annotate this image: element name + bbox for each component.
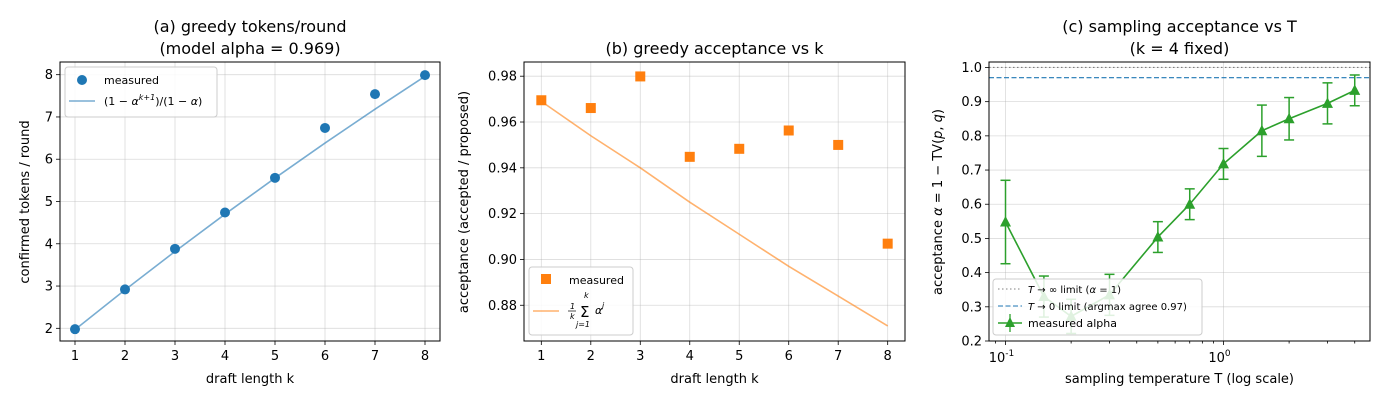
panel-a-greedy-tokens: 1 2 3 4 5 6 7 8 2 3 4 5 6 7 8 draft length k (a) greedy … — [18, 17, 441, 387]
data-point — [635, 71, 646, 82]
legend-marker — [77, 75, 87, 85]
x-axis-label: draft length k — [206, 372, 295, 387]
legend-math-part: k — [584, 291, 589, 300]
y-tick-label: 0.3 — [961, 300, 982, 315]
data-point — [170, 243, 180, 254]
x-tick-label: 3 — [171, 349, 179, 364]
x-tick-label: 4 — [686, 349, 694, 364]
legend-label: measured — [104, 74, 159, 87]
data-point — [370, 89, 380, 100]
y-tick-label: 6 — [45, 153, 53, 168]
y-tick-label: 5 — [45, 195, 53, 210]
legend-label: T → 0 limit (argmax agree 0.97) — [1028, 302, 1187, 313]
x-tick-label: 1 — [537, 349, 545, 364]
legend-box — [528, 266, 634, 336]
y-tick-label: 1.0 — [961, 61, 982, 76]
y-tick-label: 0.90 — [488, 253, 517, 268]
legend-label: measured alpha — [1028, 317, 1117, 330]
y-tick-label: 0.88 — [488, 299, 517, 314]
chart-title: (a) greedy tokens/round — [153, 17, 346, 36]
data-point — [882, 238, 893, 249]
y-tick-label: 2 — [45, 322, 53, 337]
legend-box — [992, 278, 1203, 336]
x-tick-label: 3 — [636, 349, 644, 364]
legend-label: T → ∞ limit (α = 1) — [1028, 285, 1121, 296]
x-tick-label: 8 — [884, 349, 892, 364]
data-point — [585, 103, 596, 114]
data-point — [734, 143, 745, 154]
data-point — [1283, 112, 1295, 124]
legend-label: measured — [569, 274, 624, 287]
x-tick-label: 2 — [587, 349, 595, 364]
x-tick-label: 7 — [834, 349, 842, 364]
legend-math-part: Σ — [580, 303, 589, 321]
y-tick-label: 3 — [45, 280, 53, 295]
y-axis-label: confirmed tokens / round — [18, 120, 33, 283]
y-tick-label: 4 — [45, 237, 53, 252]
y-tick-label: 0.7 — [961, 164, 982, 179]
y-tick-label: 0.6 — [961, 198, 982, 213]
chart-title: (model alpha = 0.969) — [159, 39, 340, 58]
x-tick-label: 6 — [785, 349, 793, 364]
data-point — [1256, 124, 1268, 136]
theory-line — [74, 75, 426, 331]
y-tick-label: 0.2 — [961, 335, 982, 350]
y-tick-label: 0.9 — [961, 95, 982, 110]
data-point — [684, 151, 695, 162]
y-tick-label: 0.94 — [488, 161, 517, 176]
x-tick-label: 5 — [735, 349, 743, 364]
theory-line — [540, 100, 889, 327]
legend-label: (1 − αk+1)/(1 − α) — [104, 93, 202, 108]
x-tick-label: 6 — [321, 349, 329, 364]
x-tick-label: 100 — [1208, 349, 1231, 366]
x-tick-label: 7 — [371, 349, 379, 364]
data-point — [833, 139, 844, 150]
legend-box — [64, 66, 218, 118]
legend-math-part: j=1 — [575, 320, 590, 329]
axes-frame — [988, 61, 1371, 342]
legend-label: 1k kΣj=1 α j — [568, 291, 605, 329]
x-tick-label: 4 — [221, 349, 229, 364]
axes-frame — [523, 61, 906, 342]
y-tick-label: 0.96 — [488, 116, 517, 131]
data-point — [1217, 157, 1229, 169]
data-point — [1184, 198, 1196, 209]
chart-title: (b) greedy acceptance vs k — [605, 39, 824, 58]
y-axis-label: acceptance α = 1 − TV(p, q) — [931, 109, 946, 295]
y-tick-label: 7 — [45, 110, 53, 125]
x-tick-label: 2 — [121, 349, 129, 364]
x-axis-label: draft length k — [670, 372, 759, 387]
y-tick-label: 0.5 — [961, 232, 982, 247]
y-tick-label: 0.98 — [488, 70, 517, 85]
x-tick-label: 8 — [421, 349, 429, 364]
x-tick-label: 10-1 — [989, 349, 1015, 366]
legend-marker — [541, 274, 551, 284]
y-tick-label: 0.92 — [488, 207, 517, 222]
data-point — [536, 95, 547, 106]
x-tick-label: 1 — [71, 349, 79, 364]
y-axis-label: acceptance (accepted / proposed) — [457, 91, 472, 313]
panel-c-sampling-acceptance: 10-1 100 0.2 0.3 0.4 0.5 0.6 0.7 0.8 0.9 1.0 sampli… — [931, 17, 1371, 387]
legend-math-part: j — [601, 301, 605, 310]
legend-math-part: α — [595, 304, 603, 317]
x-tick-label: 5 — [271, 349, 279, 364]
data-point — [1321, 97, 1333, 108]
chart-title: (k = 4 fixed) — [1130, 39, 1230, 58]
x-axis-label: sampling temperature T (log scale) — [1065, 372, 1294, 387]
data-point — [1152, 231, 1164, 242]
data-point — [1000, 216, 1012, 227]
legend-math-part: 1 — [570, 302, 575, 311]
chart-title: (c) sampling acceptance vs T — [1062, 17, 1297, 36]
data-point — [220, 207, 230, 218]
y-tick-label: 0.4 — [961, 266, 982, 281]
y-tick-label: 8 — [45, 68, 53, 83]
data-point — [1349, 84, 1361, 95]
y-tick-label: 0.8 — [961, 129, 982, 144]
legend-math-part: k — [570, 312, 575, 321]
data-point — [783, 125, 794, 136]
data-point — [320, 122, 330, 133]
panel-b-greedy-acceptance: 1 2 3 4 5 6 7 8 0.88 0.90 0.92 0.94 0.96 0.98 draft le… — [457, 39, 906, 387]
